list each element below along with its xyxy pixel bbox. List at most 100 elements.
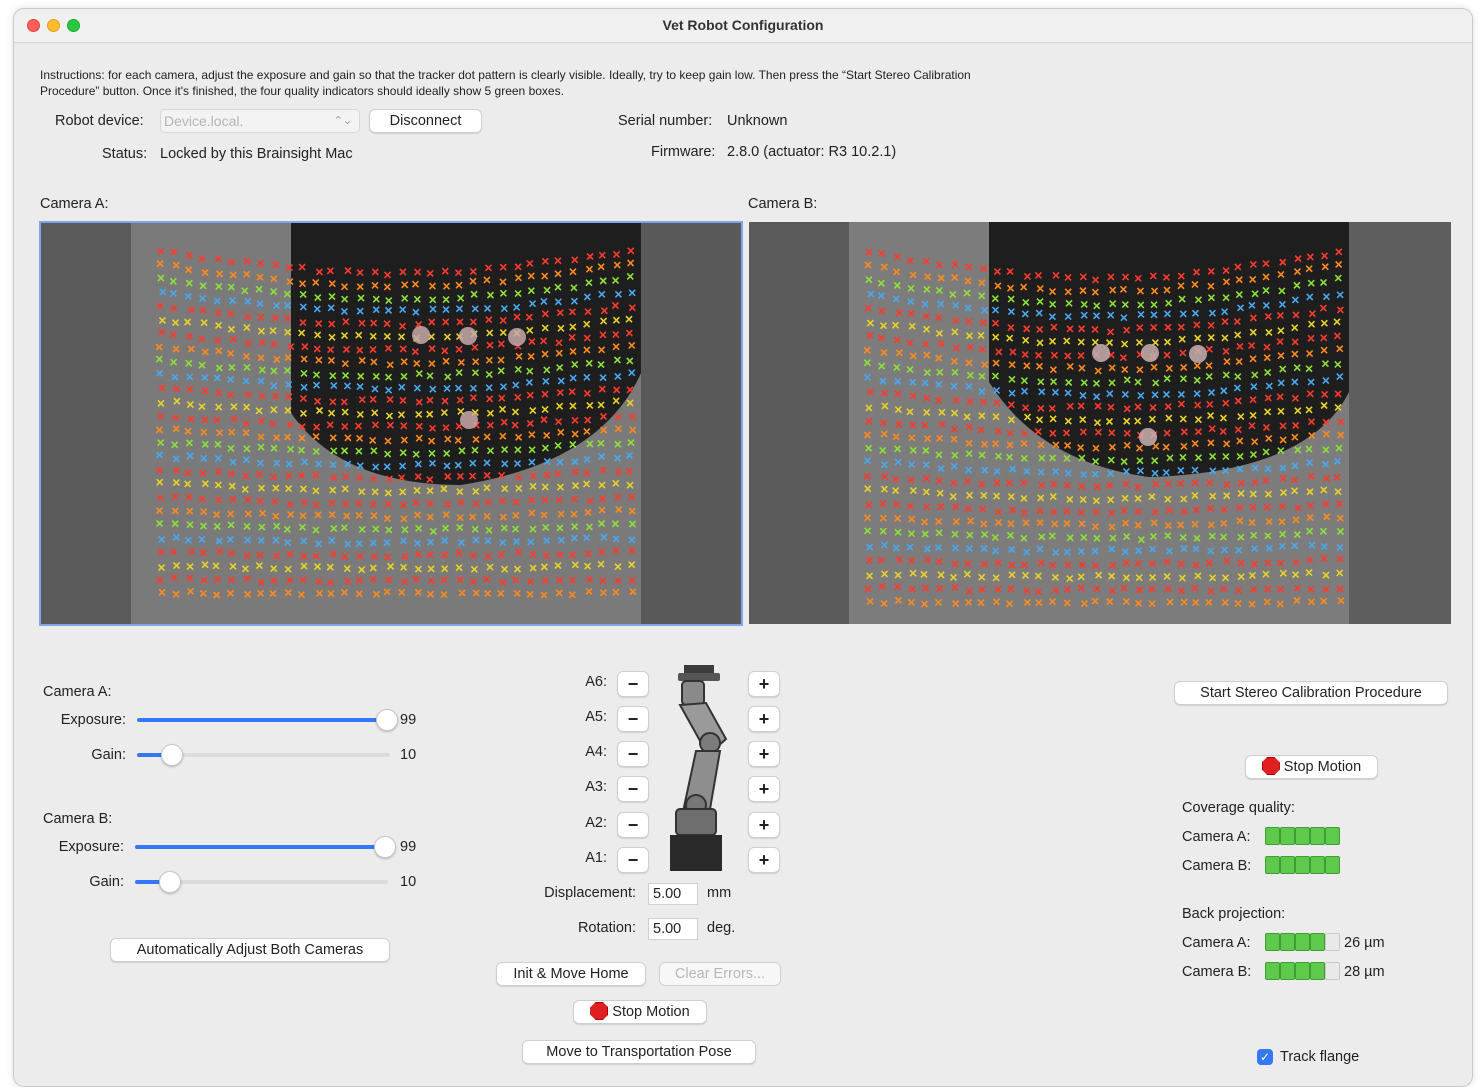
camera-b-controls-title: Camera B:	[43, 811, 113, 827]
stop-motion-button[interactable]: Stop Motion	[573, 1000, 707, 1024]
quality-box	[1280, 962, 1295, 980]
displacement-field[interactable]: 5.00	[648, 883, 698, 905]
start-stereo-calibration-button[interactable]: Start Stereo Calibration Procedure	[1174, 681, 1448, 705]
slider-knob[interactable]	[159, 871, 181, 893]
camera-a-controls-title: Camera A:	[43, 684, 112, 700]
disconnect-button[interactable]: Disconnect	[369, 109, 482, 133]
camera-a-gain-slider[interactable]	[137, 744, 390, 766]
joint-minus-button[interactable]: −	[617, 706, 649, 732]
camera-a-gain-label: Gain:	[91, 747, 126, 763]
quality-box	[1295, 827, 1310, 845]
robot-device-popup: Device.local. ⌃⌄	[160, 109, 360, 133]
displacement-unit: mm	[707, 885, 732, 901]
joint-plus-button[interactable]: +	[748, 741, 780, 767]
quality-box	[1265, 962, 1280, 980]
window-title: Vet Robot Configuration	[662, 17, 824, 33]
camera-a-exposure-slider[interactable]	[137, 709, 398, 731]
joint-minus-button[interactable]: −	[617, 776, 649, 802]
joint-plus-button[interactable]: +	[748, 847, 780, 873]
status-value: Locked by this Brainsight Mac	[160, 146, 353, 162]
slider-knob[interactable]	[161, 744, 183, 766]
minimize-window-button[interactable]	[47, 19, 60, 32]
robot-arm-icon	[670, 665, 728, 871]
quality-box	[1310, 856, 1325, 874]
camera-b-gain-slider[interactable]	[135, 871, 388, 893]
slider-fill	[137, 753, 172, 757]
calibration-stop-motion-label: Stop Motion	[1283, 759, 1362, 775]
quality-box	[1325, 856, 1340, 874]
camera-b-exposure-label: Exposure:	[58, 839, 124, 855]
quality-box	[1325, 962, 1340, 980]
close-window-button[interactable]	[27, 19, 40, 32]
slider-track	[135, 880, 388, 884]
joint-label: A3:	[585, 779, 607, 795]
camera-a-gain-value: 10	[400, 747, 417, 763]
joint-label: A6:	[585, 674, 607, 690]
displacement-label: Displacement:	[544, 885, 636, 901]
camera-b-exposure-slider[interactable]	[135, 836, 396, 858]
stop-motion-label: Stop Motion	[612, 1004, 690, 1020]
camera-b-gain-value: 10	[400, 874, 417, 890]
init-move-home-button[interactable]: Init & Move Home	[496, 962, 646, 986]
track-flange-checkbox[interactable]: ✓	[1257, 1049, 1273, 1065]
quality-box	[1310, 962, 1325, 980]
slider-fill	[137, 718, 387, 722]
joint-minus-button[interactable]: −	[617, 741, 649, 767]
quality-box	[1310, 933, 1325, 951]
calibration-stop-motion-button[interactable]: Stop Motion	[1245, 755, 1378, 779]
quality-box	[1325, 827, 1340, 845]
joint-label: A2:	[585, 815, 607, 831]
backproj-camera-a-value: 26 µm	[1344, 935, 1385, 951]
slider-track	[137, 753, 390, 757]
joint-minus-button[interactable]: −	[617, 812, 649, 838]
popup-chevron-icon: ⌃⌄	[333, 115, 352, 127]
move-transportation-pose-button[interactable]: Move to Transportation Pose	[522, 1040, 756, 1064]
quality-box	[1280, 856, 1295, 874]
joint-minus-button[interactable]: −	[617, 671, 649, 697]
camera-b-gain-label: Gain:	[89, 874, 124, 890]
joint-minus-button[interactable]: −	[617, 847, 649, 873]
joint-label: A1:	[585, 850, 607, 866]
track-flange-label: Track flange	[1280, 1049, 1360, 1065]
zoom-window-button[interactable]	[67, 19, 80, 32]
slider-knob[interactable]	[374, 836, 396, 858]
camera-b-exposure-value: 99	[400, 839, 417, 855]
title-bar: Vet Robot Configuration	[14, 9, 1472, 43]
joint-plus-button[interactable]: +	[748, 776, 780, 802]
joint-label: A5:	[585, 709, 607, 725]
camera-b-view-title: Camera B:	[748, 196, 818, 212]
rotation-field[interactable]: 5.00	[648, 918, 698, 940]
joint-label: A4:	[585, 744, 607, 760]
serial-number-value: Unknown	[727, 113, 788, 129]
coverage-camera-a-label: Camera A:	[1182, 829, 1251, 845]
rotation-label: Rotation:	[577, 920, 636, 936]
quality-box	[1295, 962, 1310, 980]
quality-box	[1325, 933, 1340, 951]
robot-device-value: Device.local.	[164, 113, 244, 129]
slider-knob[interactable]	[376, 709, 398, 731]
quality-box	[1280, 933, 1295, 951]
camera-a-view[interactable]	[39, 221, 743, 626]
quality-box	[1265, 827, 1280, 845]
clear-errors-button[interactable]: Clear Errors...	[659, 962, 781, 986]
quality-box	[1295, 933, 1310, 951]
coverage-camera-b-label: Camera B:	[1182, 858, 1252, 874]
camera-b-view[interactable]	[749, 222, 1451, 624]
camera-a-view-title: Camera A:	[40, 196, 109, 212]
quality-box	[1310, 827, 1325, 845]
stop-sign-icon	[1261, 757, 1280, 775]
joint-plus-button[interactable]: +	[748, 706, 780, 732]
quality-box	[1295, 856, 1310, 874]
camera-b-image	[749, 222, 1451, 624]
back-projection-title: Back projection:	[1182, 906, 1286, 922]
firmware-value: 2.8.0 (actuator: R3 10.2.1)	[727, 144, 897, 160]
backproj-camera-b-value: 28 µm	[1344, 964, 1385, 980]
main-window: Vet Robot Configuration Instructions: fo…	[13, 8, 1473, 1087]
firmware-label: Firmware:	[651, 144, 716, 160]
camera-a-exposure-value: 99	[400, 712, 417, 728]
stop-sign-icon	[590, 1002, 609, 1020]
auto-adjust-cameras-button[interactable]: Automatically Adjust Both Cameras	[110, 938, 390, 962]
joint-plus-button[interactable]: +	[748, 671, 780, 697]
joint-plus-button[interactable]: +	[748, 812, 780, 838]
camera-a-image	[41, 223, 741, 624]
